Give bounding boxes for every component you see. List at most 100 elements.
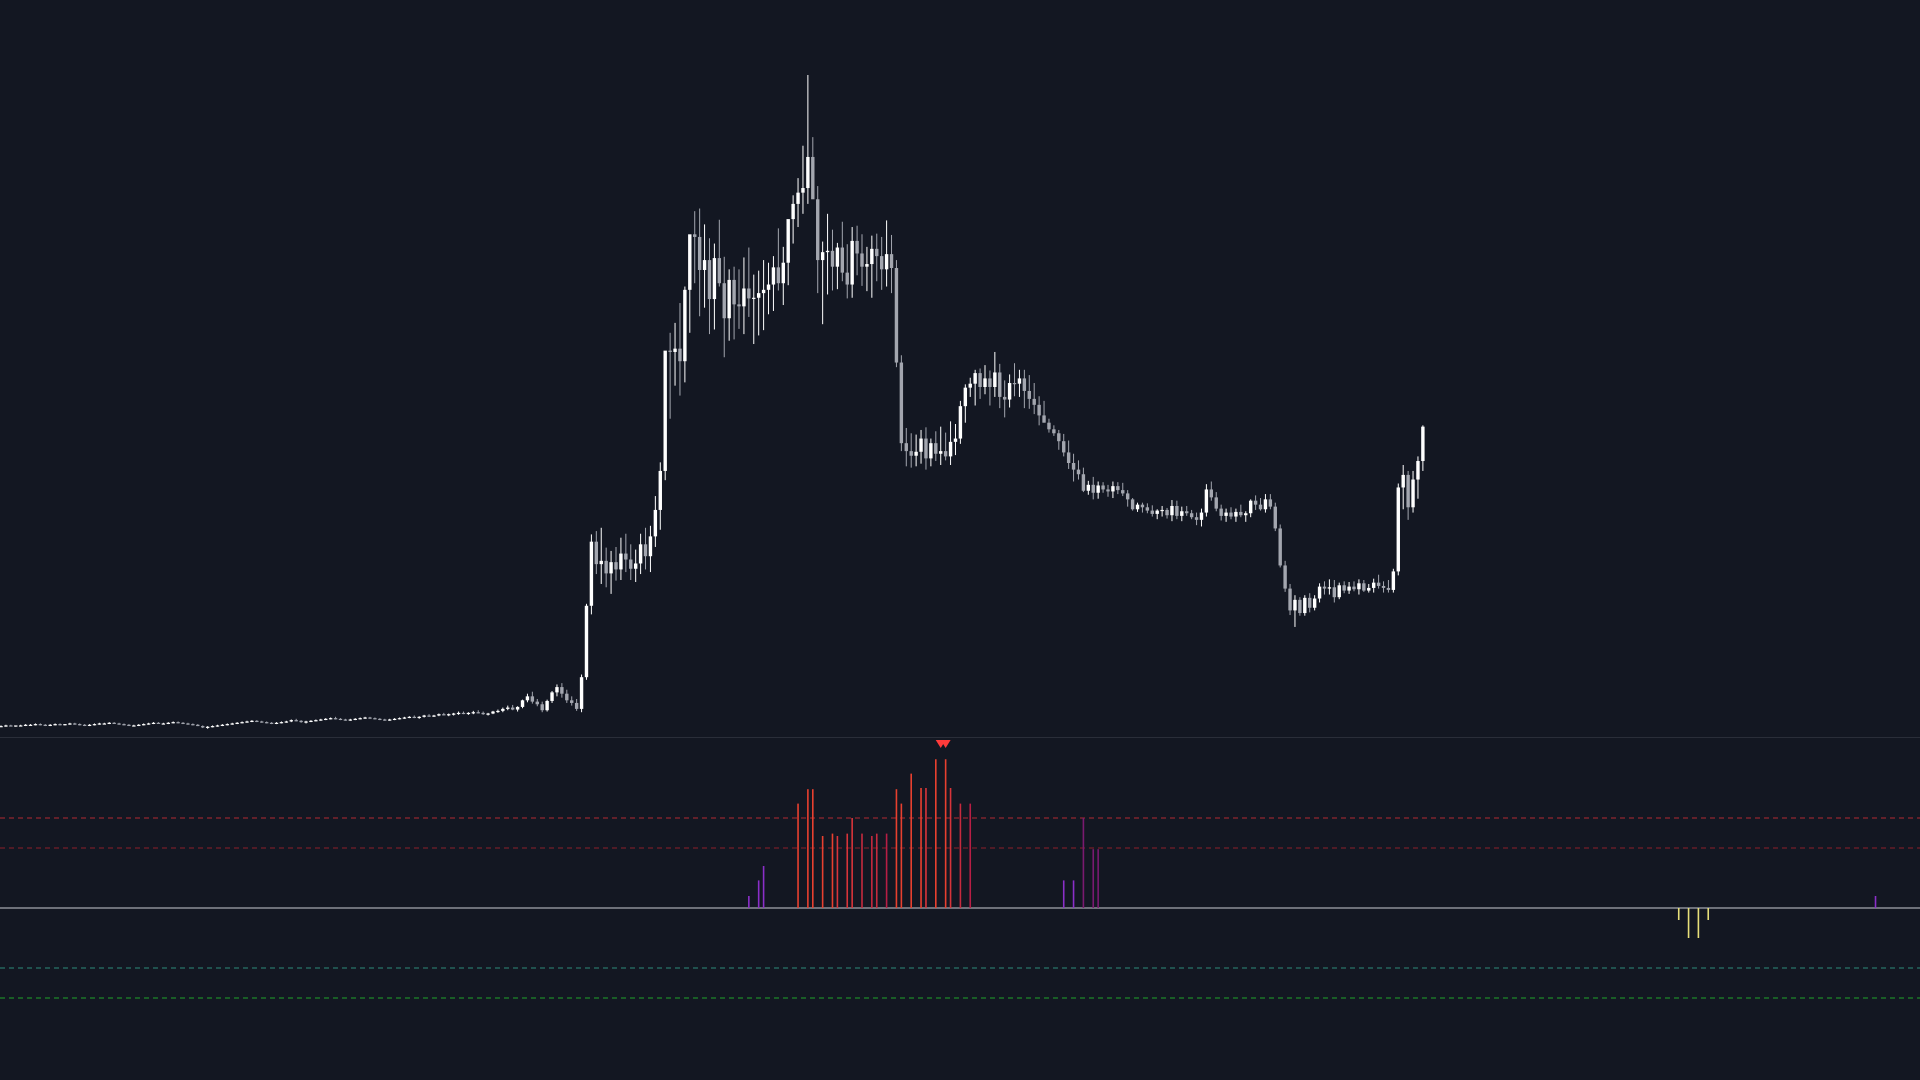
candle — [1381, 581, 1386, 593]
candle-body — [988, 378, 992, 387]
candle — [1002, 380, 1007, 418]
candle-body — [914, 451, 918, 456]
candle-body — [1406, 474, 1410, 508]
candle-body — [191, 724, 195, 726]
candle-body — [127, 724, 131, 726]
candle-body — [924, 438, 928, 459]
candle — [299, 720, 303, 723]
candle-body — [1135, 504, 1140, 510]
candle-body — [1007, 383, 1012, 400]
candle — [1170, 500, 1174, 522]
candle-body — [181, 722, 185, 724]
candle — [825, 213, 830, 295]
candle-body — [112, 722, 116, 724]
candle-body — [958, 406, 963, 439]
candle-body — [107, 722, 111, 724]
candle — [486, 712, 490, 716]
candle — [589, 534, 594, 615]
candle-body — [663, 350, 667, 471]
candle — [973, 369, 977, 406]
candle-body — [299, 720, 303, 723]
candle — [1199, 508, 1204, 527]
candle-body — [653, 509, 658, 537]
candle-body — [515, 706, 520, 710]
candle — [309, 720, 313, 723]
candle — [594, 531, 599, 575]
candle — [742, 257, 746, 335]
candle — [1219, 504, 1223, 521]
candle — [9, 724, 13, 727]
candle — [884, 220, 889, 287]
candle-body — [973, 373, 977, 384]
candle-body — [9, 725, 13, 727]
candle — [909, 433, 913, 468]
candle-body — [1042, 415, 1046, 423]
candle — [752, 274, 756, 345]
candle — [584, 603, 589, 680]
candle — [1376, 574, 1381, 589]
candle-body — [579, 677, 584, 709]
candle-body — [555, 687, 559, 693]
candle — [929, 438, 933, 467]
candle — [678, 303, 682, 396]
candle — [1421, 425, 1425, 471]
candle-body — [245, 721, 249, 723]
candle — [540, 701, 544, 713]
candle — [43, 724, 47, 727]
candle-body — [1062, 441, 1066, 453]
candle-body — [845, 272, 849, 285]
candle-body — [491, 711, 495, 714]
candle-body — [771, 267, 776, 285]
candle-body — [604, 560, 608, 574]
candle-body — [1234, 511, 1238, 517]
candle — [23, 724, 28, 727]
candle — [811, 137, 815, 200]
candle — [1347, 581, 1351, 594]
candle-body — [0, 726, 3, 728]
candle-body — [166, 722, 170, 724]
candle-body — [476, 712, 480, 714]
candle — [166, 722, 170, 725]
candle — [333, 716, 338, 720]
candle — [1160, 505, 1164, 517]
candle-body — [1081, 474, 1086, 491]
candle-body — [693, 234, 697, 237]
candle-body — [1283, 565, 1287, 589]
candle — [82, 724, 87, 727]
oscillator-pane[interactable] — [0, 740, 1920, 999]
candle — [1125, 490, 1130, 507]
candle — [619, 537, 623, 581]
price-pane[interactable] — [0, 75, 1425, 729]
candle-body — [466, 712, 471, 715]
candle-body — [1140, 504, 1145, 508]
signal-marker — [940, 740, 951, 748]
candle-body — [1057, 433, 1061, 442]
candle — [998, 363, 1002, 409]
candle-body — [1175, 505, 1179, 516]
candle — [1047, 418, 1051, 433]
candle-body — [766, 284, 771, 290]
candle-body — [1121, 490, 1125, 494]
candle-body — [1268, 499, 1273, 507]
candle — [501, 707, 505, 713]
candle-body — [1214, 497, 1218, 509]
candle-body — [309, 720, 313, 722]
candle — [1268, 494, 1273, 510]
candle-body — [953, 438, 958, 442]
candle-body — [614, 562, 618, 570]
candle — [1037, 396, 1041, 426]
candle-body — [742, 288, 746, 307]
candle — [456, 711, 461, 715]
candle — [609, 550, 613, 594]
candle-body — [363, 717, 367, 719]
candle-body — [33, 724, 38, 726]
candle-body — [678, 348, 682, 362]
candle-body — [171, 722, 175, 724]
candle-body — [948, 441, 953, 457]
candle — [215, 724, 220, 727]
candle — [555, 684, 559, 697]
candle — [358, 717, 362, 720]
candle-body — [594, 541, 599, 565]
candle-body — [1317, 586, 1322, 599]
